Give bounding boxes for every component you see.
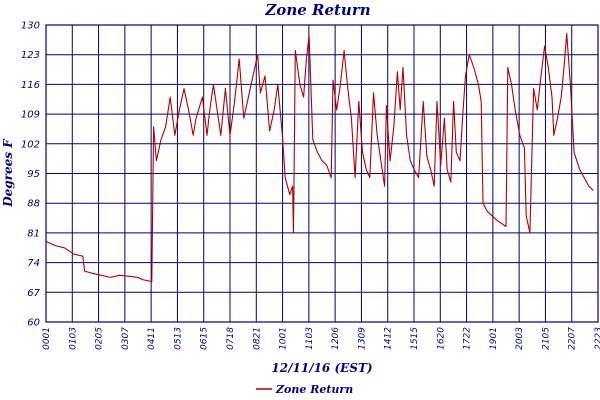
x-tick-label: 1206 <box>331 327 341 350</box>
x-tick-label: 1103 <box>305 327 315 350</box>
y-tick-label: 81 <box>27 228 40 239</box>
x-tick-label: 1412 <box>384 327 394 350</box>
y-tick-label: 95 <box>27 169 40 180</box>
x-tick-labels: 0001 0103 0205 0307 0411 0513 0615 0718 0821 1001… <box>42 327 600 350</box>
y-tick-label: 74 <box>27 258 40 269</box>
y-tick-label: 130 <box>21 21 40 32</box>
y-tick-label: 109 <box>21 110 40 121</box>
x-tick-label: 0001 <box>42 327 52 350</box>
x-tick-label: 0513 <box>173 327 183 350</box>
x-tick-label: 0103 <box>68 327 78 350</box>
x-tick-label: 0205 <box>95 327 105 350</box>
x-axis-label: 12/11/16 (EST) <box>271 361 372 375</box>
x-tick-label: 0615 <box>200 327 210 350</box>
x-tick-label: 1901 <box>489 327 499 350</box>
x-tick-label: 0307 <box>121 327 131 350</box>
x-tick-label: 2223 <box>594 327 600 350</box>
grid-lines <box>45 24 599 323</box>
x-tick-label: 0821 <box>252 327 262 350</box>
x-tick-label: 2003 <box>515 327 525 350</box>
y-tick-label: 123 <box>21 50 40 61</box>
y-tick-label: 67 <box>27 288 40 299</box>
x-tick-label: 1001 <box>279 327 289 350</box>
x-tick-label: 0718 <box>226 327 236 350</box>
series-layer <box>45 32 594 283</box>
y-tick-label: 88 <box>27 199 40 210</box>
y-tick-label: 116 <box>21 80 40 91</box>
legend: Zone Return <box>256 383 353 396</box>
series-line-zone-return <box>45 32 594 283</box>
y-axis-label: Degrees F <box>1 138 15 208</box>
x-tick-label: 1515 <box>410 327 420 350</box>
y-tick-labels: 60 67 74 81 88 95 102 109 116 123 130 <box>21 21 41 329</box>
y-tick-label: 102 <box>21 139 40 150</box>
x-tick-label: 1620 <box>436 327 446 350</box>
x-tick-label: 2105 <box>541 327 551 350</box>
x-tick-label: 1309 <box>357 327 367 350</box>
y-tick-label: 60 <box>27 318 40 329</box>
chart-title: Zone Return <box>264 1 370 19</box>
x-tick-label: 2207 <box>568 327 578 350</box>
legend-label: Zone Return <box>275 383 353 396</box>
x-tick-label: 1722 <box>463 327 473 350</box>
x-tick-label: 0411 <box>147 327 157 350</box>
